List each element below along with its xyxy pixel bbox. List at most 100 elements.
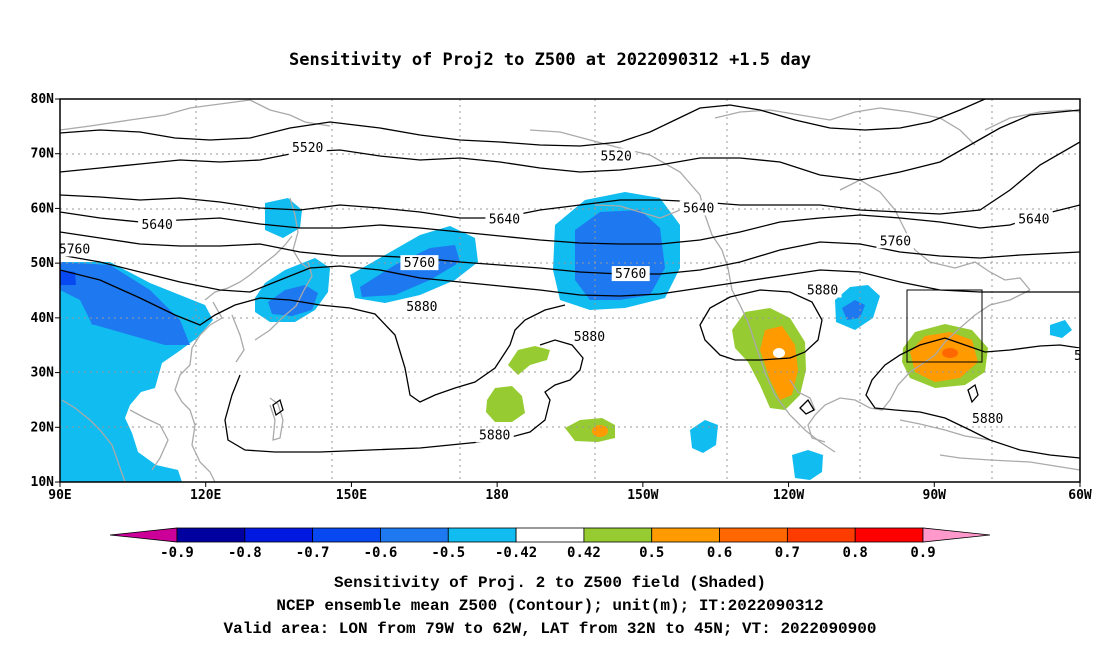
colorbar-label: -0.9 — [160, 545, 194, 561]
coast-hudson-labrador — [839, 179, 1031, 291]
colorbar-label: -0.7 — [296, 545, 330, 561]
contour-label-bg — [679, 200, 718, 216]
colorbar-segment — [515, 527, 585, 543]
colorbar-segment — [244, 527, 314, 543]
colorbar-segment — [447, 527, 517, 543]
lon-tick-label: 90W — [923, 488, 947, 503]
contour-5880-small-2 — [799, 398, 815, 415]
colorbar-segment — [380, 527, 449, 543]
coast-cuba — [899, 419, 991, 441]
longitude-axis: 90E 120E 150E 180 150W 120W 90W 60W — [48, 482, 1092, 503]
contour-5640-lower — [60, 204, 1080, 245]
lat-tick-label: 50N — [31, 256, 55, 271]
contour-label: 5880 — [479, 428, 510, 443]
contour-5880-small-3 — [967, 383, 979, 404]
lon-tick-label: 90E — [48, 488, 71, 503]
caption-line-3: Valid area: LON from 79W to 62W, LAT fro… — [223, 620, 877, 638]
neg-shade-india — [60, 395, 110, 482]
lat-tick-label: 60N — [31, 201, 55, 216]
contour-label: 5520 — [600, 149, 631, 164]
map-title: Sensitivity of Proj2 to Z500 at 20220903… — [289, 50, 811, 70]
colorbar: -0.9 -0.8 -0.7 -0.6 -0.5 -0.42 0.42 0.5 0.6 0.7 0.… — [109, 527, 991, 561]
colorbar-label: 0.9 — [910, 545, 935, 561]
colorbar-segment — [312, 527, 381, 543]
contour-label: 5640 — [1018, 212, 1049, 227]
contour-label-bg — [876, 233, 915, 249]
colorbar-label: -0.8 — [228, 545, 262, 561]
coast-greenland — [984, 109, 1080, 131]
neg-shade-mexico — [690, 420, 718, 453]
colorbar-label: -0.42 — [495, 545, 537, 561]
contour-label-bg — [968, 411, 1007, 427]
pos-shade-western-us-gap — [773, 348, 785, 358]
colorbar-segment — [176, 527, 246, 543]
colorbar-segment — [719, 527, 788, 543]
coast-korea — [231, 314, 245, 363]
pos-shade-east-coast-max — [942, 348, 958, 358]
colorbar-label: 0.7 — [775, 545, 800, 561]
colorbar-segment — [786, 527, 856, 543]
neg-shade-atlantic — [1050, 320, 1072, 338]
coast-indochina — [129, 409, 169, 471]
contour-5880-east — [865, 337, 1080, 459]
contour-label: 5760 — [404, 256, 435, 271]
contour-label: 5880 — [1074, 349, 1100, 364]
neg-shade-gulf-alaska-core — [575, 210, 665, 300]
coast-south-america — [939, 454, 1080, 471]
contour-label: 5640 — [489, 212, 520, 227]
coast-china — [174, 301, 223, 482]
contour-label: 5520 — [292, 141, 323, 156]
coast-siberia-north — [60, 99, 251, 131]
contour-label: 5880 — [406, 300, 437, 315]
contour-5880-west — [60, 269, 566, 403]
lat-tick-label: 70N — [31, 147, 55, 162]
contour-label-bg — [803, 282, 842, 298]
contour-5880-pacific — [224, 339, 584, 453]
contour-5880-ridge — [699, 289, 823, 361]
map-frame — [59, 98, 1081, 483]
colorbar-segment — [583, 527, 653, 543]
contour-5520-lower — [60, 109, 1080, 181]
contour-5880-small-1 — [272, 398, 284, 417]
colorbar-label: 0.42 — [567, 545, 601, 561]
contour-label-bg — [1070, 348, 1080, 364]
neg-shade-caribbean — [792, 450, 823, 480]
lon-tick-label: 150E — [336, 488, 367, 503]
contour-label-bg — [138, 216, 177, 232]
colorbar-label: -0.5 — [431, 545, 465, 561]
coast-us-east-gulf — [807, 289, 1031, 443]
pos-shade-pacific-1 — [508, 346, 550, 375]
contour-5760-upper — [60, 231, 1080, 275]
lon-tick-label: 150W — [627, 488, 658, 503]
colorbar-label: 0.6 — [707, 545, 732, 561]
shading-layer — [60, 192, 1072, 482]
neg-shade-asia-core — [60, 262, 190, 345]
contour-5640-upper — [60, 141, 1080, 219]
valid-area-box — [906, 289, 983, 363]
lat-tick-label: 10N — [31, 475, 55, 490]
coast-philippines — [269, 397, 284, 441]
contour-label: 5880 — [972, 412, 1003, 427]
coastlines — [60, 99, 1080, 482]
z500-contours — [60, 99, 1080, 459]
neg-shade-sakhalin — [265, 198, 302, 238]
contour-label-bg — [60, 241, 94, 257]
contour-label-bg — [597, 148, 636, 164]
lon-tick-label: 120E — [190, 488, 221, 503]
contour-label-bg — [485, 211, 524, 227]
colorbar-label: 0.5 — [639, 545, 664, 561]
pos-shade-pacific-2 — [486, 386, 525, 422]
contour-label: 5640 — [141, 218, 172, 233]
contour-label-bg — [402, 298, 441, 314]
caption-line-2: NCEP ensemble mean Z500 (Contour); unit(… — [276, 597, 824, 615]
lat-tick-label: 40N — [31, 311, 55, 326]
coast-north-america-west — [704, 214, 836, 453]
contour-label-bg — [570, 329, 609, 345]
colorbar-label: 0.8 — [843, 545, 868, 561]
pos-shade-western-us-core — [760, 326, 798, 400]
pos-shade-east-coast-core — [910, 332, 978, 382]
contour-label: 5640 — [683, 201, 714, 216]
colorbar-max-arrow — [922, 527, 991, 543]
latitude-axis: 80N 70N 60N 50N 40N 30N 20N 10N — [31, 92, 60, 490]
